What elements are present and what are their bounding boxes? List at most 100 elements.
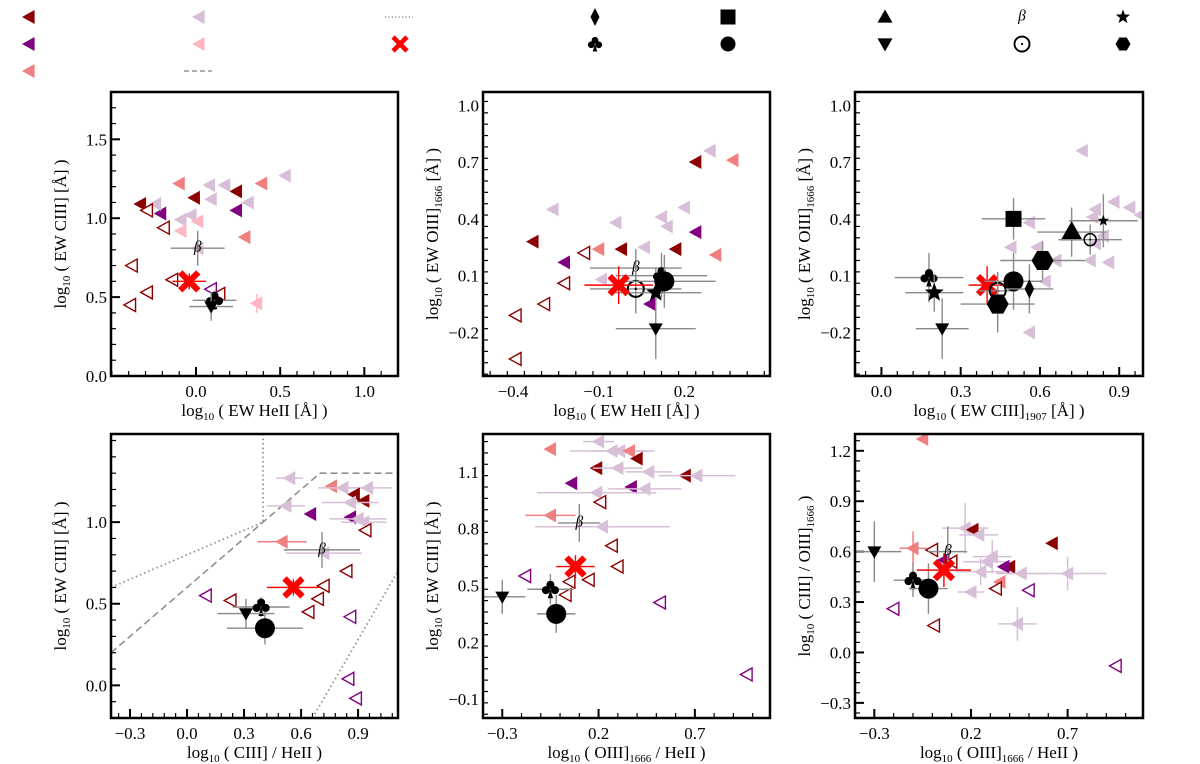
y-tick-label: 0.4: [458, 210, 480, 229]
x-tick-label: 0.9: [1109, 382, 1130, 401]
legend-symbol-beta: β: [1017, 8, 1026, 25]
point-senchyna17: [187, 190, 200, 205]
point-berg19: [979, 554, 993, 569]
bin-flux: [654, 271, 675, 292]
bin-all_laes: [178, 270, 201, 293]
plot-area: β: [507, 143, 739, 367]
bin-muv: [935, 323, 950, 336]
legend-symbol-sfr: [1115, 9, 1131, 24]
legend-symbol-ssfr: [1115, 37, 1131, 51]
bin-all_laes: [607, 273, 630, 297]
point-berg19: [1083, 253, 1096, 268]
point-berg19: [1060, 566, 1074, 581]
bin-beta: β: [317, 540, 326, 557]
x-tick-label: 0.9: [347, 724, 368, 743]
legend-symbol-ew: [877, 9, 893, 23]
point-senchyna17-upper-limit: [124, 257, 138, 274]
point-berg19: [612, 444, 626, 459]
point-berg19: [217, 178, 231, 193]
bin-sfr: [646, 282, 666, 301]
bin-mstar: [1083, 232, 1097, 247]
axis-ticks: [483, 100, 765, 376]
bin-muv: [204, 301, 219, 314]
y-tick-label: 0.3: [830, 593, 851, 612]
point-berg19: [973, 564, 987, 579]
panel-top-left: 0.0 0.5 1.0 0.0 0.5 1.0 1.5 log10 ( EW HeII [Å]…: [51, 90, 400, 423]
point-berg19: [335, 480, 349, 495]
point-berg19: [204, 192, 217, 207]
point-senchyna17-upper-limit: [561, 573, 576, 590]
bin-lya_lum: [920, 268, 938, 287]
point-berg16: [254, 176, 268, 191]
axes-frame: [109, 432, 400, 720]
point-senchyna17: [614, 242, 628, 257]
point-berg19: [360, 480, 374, 495]
triangle-down-icon: [877, 38, 893, 52]
point-senchyna17: [356, 493, 370, 508]
x-axis-label: log10 ( OIII]1666 / HeII ): [547, 743, 705, 764]
point-senchyna17-upper-limit: [300, 604, 315, 620]
bin-muv: [495, 591, 510, 604]
y-tick-label: 1.0: [86, 209, 107, 228]
point-senchyna19-upper-limit: [348, 690, 363, 707]
star-icon: [1115, 9, 1131, 24]
point-senchyna17-upper-limit: [338, 563, 353, 579]
x-tick-label: 0.0: [185, 382, 206, 401]
point-berg16: [992, 574, 1006, 589]
point-berg16: [172, 176, 185, 191]
panel-top-middle: −0.4 −0.1 0.2 −0.2 0.1 0.4 0.7 1.0 log10 ( EW He…: [423, 90, 772, 423]
triangle-left-icon: [192, 37, 205, 51]
point-berg19: [1003, 240, 1017, 255]
y-axis-label: log10 ( EW CIII] [Å] ): [51, 159, 73, 308]
legend-symbol-redshift: [590, 8, 600, 26]
point-senchyna17-upper-limit: [604, 538, 618, 554]
bin-muv: [648, 323, 663, 336]
point-senchyna17-upper-limit: [315, 578, 330, 594]
axes-frame: [481, 432, 772, 720]
point-berg19: [641, 464, 655, 479]
bin-redshift: [1024, 279, 1035, 299]
point-berg16: [543, 508, 557, 523]
bin-flux: [546, 603, 567, 624]
point-berg16: [915, 434, 929, 447]
point-senchyna19: [996, 559, 1010, 574]
point-berg19: [173, 212, 187, 227]
x-tick-label: 0.7: [1057, 724, 1079, 743]
bin-lya_lum: [541, 580, 559, 599]
point-senchyna17-upper-limit: [139, 202, 154, 219]
x-tick-label: 0.6: [290, 724, 311, 743]
y-tick-label: −0.2: [820, 323, 851, 342]
point-senchyna17: [668, 242, 682, 257]
y-tick-label: 0.5: [86, 595, 107, 614]
point-berg16: [622, 444, 635, 459]
point-berg16: [905, 541, 919, 556]
y-tick-label: 0.5: [86, 288, 107, 307]
point-senchyna17: [1045, 536, 1058, 551]
bin-lya_lum: [904, 571, 922, 590]
point-senchyna19-upper-limit: [1107, 658, 1122, 674]
triangle-up-icon: [877, 9, 893, 23]
point-senchyna17: [688, 155, 702, 170]
x-tick-label: 0.2: [588, 724, 609, 743]
panel-top-right: 0.0 0.3 0.6 0.9 −0.2 0.1 0.4 0.7 1.0 log10 ( EW C…: [795, 90, 1145, 423]
bin-flux: [1003, 271, 1024, 292]
x-tick-label: 0.2: [674, 382, 695, 401]
y-tick-label: 0.7: [458, 153, 480, 172]
x-tick-label: 0.2: [960, 724, 981, 743]
point-senchyna19-upper-limit: [885, 601, 900, 617]
point-senchyna19: [229, 203, 243, 218]
plot-area: β: [483, 434, 753, 683]
point-berg19: [660, 219, 673, 234]
point-berg19: [282, 471, 296, 486]
legend: β: [0, 0, 1200, 90]
point-senchyna17-upper-limit: [310, 591, 325, 607]
x-axis-label: log10 ( CIII] / HeII ): [187, 743, 322, 764]
legend-symbol-senchyna17: [22, 10, 35, 24]
bin-ssfr: [986, 294, 1009, 314]
point-berg19: [963, 584, 977, 599]
legend-symbol-senchyna19: [22, 37, 35, 51]
hirschmann19-model-line: [311, 570, 398, 718]
point-berg16: [275, 534, 288, 549]
triangle-left-icon: [22, 10, 35, 24]
point-senchyna19: [153, 206, 167, 221]
